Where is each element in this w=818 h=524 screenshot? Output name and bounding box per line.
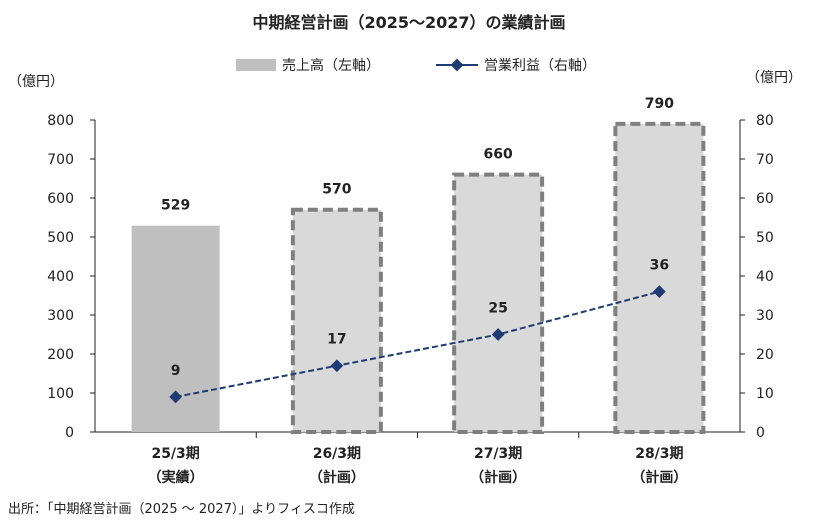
legend: 売上高（左軸） 営業利益（右軸） bbox=[236, 57, 596, 74]
y-right-tick-label: 40 bbox=[756, 269, 774, 285]
y-right-tick-label: 80 bbox=[756, 113, 774, 129]
y-right-tick-label: 60 bbox=[756, 191, 774, 207]
y-left-tick-label: 700 bbox=[47, 152, 74, 168]
profit-series: 9 17 25 36 bbox=[169, 258, 669, 404]
bar-sales-planned bbox=[452, 172, 545, 434]
bars: 529 570 660 790 bbox=[131, 96, 706, 435]
x-tick-label-status: （計画） bbox=[309, 469, 365, 486]
y-left-tick-label: 400 bbox=[47, 269, 74, 285]
chart-title: 中期経営計画（2025～2027）の業績計画 bbox=[252, 13, 565, 32]
x-tick-label-period: 27/3期 bbox=[474, 446, 522, 462]
profit-point bbox=[491, 328, 505, 341]
y-right-tick-label: 10 bbox=[756, 386, 774, 402]
y-left-tick-label: 200 bbox=[47, 347, 74, 363]
source-note: 出所：「中期経営計画（2025 ～ 2027）」よりフィスコ作成 bbox=[8, 502, 355, 517]
legend-marker-profit bbox=[450, 58, 464, 72]
legend-label-profit: 営業利益（右軸） bbox=[484, 58, 596, 74]
bar-value-label: 790 bbox=[645, 96, 674, 112]
x-tick-label-period: 28/3期 bbox=[635, 446, 683, 462]
x-axis-labels: 25/3期 （実績） 26/3期 （計画） 27/3期 （計画） 28/3期 （計画） bbox=[148, 446, 688, 486]
profit-value-label: 9 bbox=[171, 363, 181, 379]
x-tick-label-status: （計画） bbox=[470, 469, 526, 486]
axes: 0 100 200 300 400 500 600 700 800 0 10 20 30 40 50 60 70… bbox=[47, 113, 774, 441]
y-left-tick-label: 800 bbox=[47, 113, 74, 129]
bar-value-label: 570 bbox=[322, 182, 351, 198]
profit-value-label: 25 bbox=[488, 301, 507, 317]
y-left-tick-label: 300 bbox=[47, 308, 74, 324]
profit-value-label: 17 bbox=[327, 332, 346, 348]
y-right-tick-label: 20 bbox=[756, 347, 774, 363]
y-left-tick-label: 100 bbox=[47, 386, 74, 402]
y-left-unit: （億円） bbox=[8, 74, 64, 90]
profit-point bbox=[169, 390, 182, 404]
y-left-tick-label: 600 bbox=[47, 191, 74, 207]
y-right-tick-label: 30 bbox=[756, 308, 774, 324]
bar-sales-planned bbox=[290, 207, 383, 434]
x-tick-label-period: 26/3期 bbox=[313, 446, 361, 462]
bar-value-label: 660 bbox=[484, 147, 513, 163]
x-tick-label-status: （実績） bbox=[148, 469, 204, 486]
profit-point bbox=[330, 359, 344, 373]
y-right-tick-label: 70 bbox=[756, 152, 774, 168]
y-left-tick-label: 500 bbox=[47, 230, 74, 246]
profit-value-label: 36 bbox=[650, 258, 669, 274]
legend-label-sales: 売上高（左軸） bbox=[282, 57, 380, 74]
legend-swatch-sales bbox=[236, 59, 276, 71]
y-left-tick-label: 0 bbox=[65, 425, 74, 441]
bar-sales-planned bbox=[613, 121, 706, 435]
x-tick-label-period: 25/3期 bbox=[151, 446, 199, 462]
x-tick-label-status: （計画） bbox=[631, 469, 687, 486]
y-right-unit: （億円） bbox=[746, 70, 802, 86]
profit-line bbox=[175, 290, 660, 398]
y-right-tick-label: 50 bbox=[756, 230, 774, 246]
y-right-tick-label: 0 bbox=[756, 425, 765, 441]
bar-value-label: 529 bbox=[161, 198, 190, 214]
